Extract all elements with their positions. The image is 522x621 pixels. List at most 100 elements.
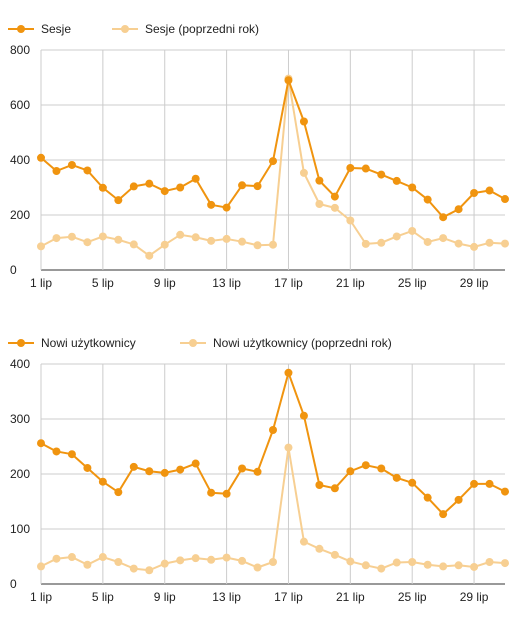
data-point[interactable] — [377, 238, 386, 247]
data-point[interactable] — [269, 240, 277, 249]
data-point[interactable] — [284, 76, 293, 85]
data-point[interactable] — [330, 550, 339, 559]
data-point[interactable] — [37, 562, 45, 571]
data-point[interactable] — [346, 467, 355, 476]
data-point[interactable] — [83, 463, 92, 472]
legend-item[interactable]: Sesje (poprzedni rok) — [112, 22, 259, 36]
data-point[interactable] — [346, 557, 355, 566]
data-point[interactable] — [238, 464, 247, 473]
data-point[interactable] — [299, 168, 308, 177]
data-point[interactable] — [454, 239, 463, 248]
data-point[interactable] — [52, 447, 61, 456]
data-point[interactable] — [98, 183, 107, 192]
data-point[interactable] — [67, 232, 76, 241]
data-point[interactable] — [470, 562, 479, 571]
data-point[interactable] — [485, 186, 494, 195]
data-point[interactable] — [269, 157, 277, 166]
data-point[interactable] — [315, 200, 324, 208]
data-point[interactable] — [191, 554, 200, 563]
data-point[interactable] — [392, 473, 401, 482]
legend-item[interactable]: Nowi użytkownicy — [8, 336, 136, 350]
data-point[interactable] — [284, 368, 293, 377]
data-point[interactable] — [129, 462, 138, 471]
data-point[interactable] — [222, 203, 231, 212]
data-point[interactable] — [176, 183, 185, 192]
data-point[interactable] — [52, 234, 61, 243]
data-point[interactable] — [207, 236, 216, 245]
data-point[interactable] — [408, 478, 417, 487]
data-point[interactable] — [176, 556, 185, 565]
data-point[interactable] — [470, 242, 479, 251]
data-point[interactable] — [37, 153, 45, 162]
data-point[interactable] — [470, 189, 479, 197]
data-point[interactable] — [160, 559, 169, 568]
legend[interactable]: Sesje Sesje (poprzedni rok) — [8, 22, 259, 36]
data-point[interactable] — [439, 562, 448, 571]
data-point[interactable] — [485, 479, 494, 488]
data-point[interactable] — [129, 240, 138, 249]
data-point[interactable] — [299, 411, 308, 420]
data-point[interactable] — [67, 160, 76, 169]
data-point[interactable] — [238, 556, 247, 565]
data-point[interactable] — [330, 484, 339, 493]
data-point[interactable] — [253, 241, 262, 250]
data-point[interactable] — [423, 195, 432, 204]
data-point[interactable] — [253, 563, 262, 572]
data-point[interactable] — [98, 553, 107, 562]
data-point[interactable] — [392, 558, 401, 567]
data-point[interactable] — [37, 439, 45, 448]
data-point[interactable] — [299, 117, 308, 126]
data-point[interactable] — [454, 495, 463, 504]
data-point[interactable] — [361, 561, 370, 570]
data-point[interactable] — [207, 200, 216, 209]
data-point[interactable] — [346, 163, 355, 172]
data-point[interactable] — [439, 213, 448, 222]
data-point[interactable] — [191, 233, 200, 242]
data-point[interactable] — [114, 196, 123, 205]
data-point[interactable] — [160, 240, 169, 249]
data-point[interactable] — [392, 232, 401, 241]
data-point[interactable] — [269, 558, 277, 566]
data-point[interactable] — [439, 510, 448, 519]
data-point[interactable] — [439, 234, 448, 243]
data-point[interactable] — [377, 564, 386, 573]
data-point[interactable] — [501, 195, 509, 204]
data-point[interactable] — [83, 238, 92, 247]
data-point[interactable] — [299, 537, 308, 546]
data-point[interactable] — [408, 183, 417, 192]
data-point[interactable] — [114, 235, 123, 244]
data-point[interactable] — [501, 239, 509, 248]
data-point[interactable] — [145, 566, 154, 575]
data-point[interactable] — [454, 205, 463, 214]
data-point[interactable] — [454, 561, 463, 570]
data-point[interactable] — [207, 488, 216, 497]
data-point[interactable] — [485, 558, 494, 566]
data-point[interactable] — [423, 560, 432, 569]
data-point[interactable] — [114, 488, 123, 497]
data-point[interactable] — [98, 477, 107, 486]
data-point[interactable] — [83, 166, 92, 175]
data-point[interactable] — [423, 237, 432, 246]
data-point[interactable] — [253, 467, 262, 476]
data-point[interactable] — [470, 479, 479, 488]
data-point[interactable] — [361, 164, 370, 173]
data-point[interactable] — [315, 544, 324, 553]
data-point[interactable] — [67, 450, 76, 459]
data-point[interactable] — [145, 179, 154, 188]
data-point[interactable] — [176, 465, 185, 474]
data-point[interactable] — [330, 192, 339, 201]
data-point[interactable] — [145, 251, 154, 260]
data-point[interactable] — [222, 234, 231, 243]
data-point[interactable] — [222, 489, 231, 498]
data-point[interactable] — [330, 203, 339, 212]
data-point[interactable] — [67, 553, 76, 562]
data-point[interactable] — [98, 232, 107, 241]
data-point[interactable] — [238, 181, 247, 190]
data-point[interactable] — [222, 553, 231, 562]
data-point[interactable] — [83, 560, 92, 569]
data-point[interactable] — [423, 493, 432, 502]
data-point[interactable] — [207, 555, 216, 564]
legend-item[interactable]: Sesje — [8, 22, 71, 36]
data-point[interactable] — [284, 443, 293, 452]
data-point[interactable] — [361, 239, 370, 248]
